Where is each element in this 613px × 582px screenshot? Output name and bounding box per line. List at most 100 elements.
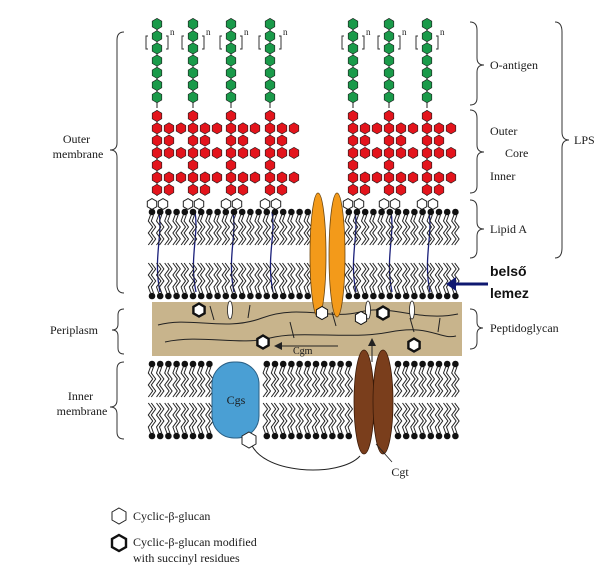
phospholipid bbox=[344, 360, 354, 398]
phospholipid bbox=[328, 402, 337, 440]
phospholipid bbox=[401, 262, 411, 300]
phospholipid bbox=[434, 402, 444, 440]
phospholipid bbox=[328, 360, 337, 398]
phospholipid bbox=[278, 208, 288, 246]
o-antigen-sugar bbox=[151, 66, 163, 79]
phospholipid bbox=[172, 360, 181, 398]
phospholipid bbox=[418, 360, 427, 398]
core-sugar bbox=[383, 146, 395, 159]
core-branch-sugar bbox=[288, 122, 300, 135]
core-sugar bbox=[151, 171, 163, 184]
o-antigen-sugar bbox=[187, 30, 199, 43]
core-sugar bbox=[383, 171, 395, 184]
cgt-label: Cgt bbox=[391, 465, 409, 479]
phospholipid bbox=[262, 360, 272, 398]
succinyl-glucan-icon bbox=[376, 305, 390, 321]
core-sugar bbox=[421, 134, 433, 147]
phospholipid bbox=[180, 208, 190, 246]
phospholipid bbox=[262, 262, 272, 300]
phospholipid bbox=[262, 208, 272, 246]
phospholipid bbox=[418, 402, 427, 440]
phospholipid bbox=[213, 262, 222, 300]
phospholipid bbox=[196, 208, 206, 246]
legend-item-cyclic-glucan: Cyclic-β-glucan bbox=[133, 509, 210, 523]
o-antigen-sugar bbox=[264, 54, 276, 67]
lipid-a-sugar bbox=[193, 198, 205, 210]
phospholipid bbox=[344, 208, 354, 246]
o-antigen-sugar bbox=[187, 54, 199, 67]
phospholipid bbox=[270, 402, 280, 440]
phospholipid bbox=[221, 262, 231, 300]
phospholipid bbox=[393, 402, 403, 440]
core-branch-sugar bbox=[445, 122, 457, 135]
core-branch-sugar bbox=[371, 146, 383, 159]
phospholipid bbox=[418, 208, 427, 246]
lipid-a-sugar bbox=[342, 198, 354, 210]
lps-molecule: n bbox=[258, 18, 300, 293]
phospholipid bbox=[180, 262, 190, 300]
phospholipid bbox=[451, 402, 460, 440]
core-branch-sugar bbox=[359, 146, 371, 159]
phospholipid bbox=[147, 360, 157, 398]
legend-succinyl-glucan-icon bbox=[110, 533, 128, 553]
phospholipid bbox=[287, 208, 296, 246]
phospholipid bbox=[270, 208, 280, 246]
core-branch-sugar bbox=[276, 146, 288, 159]
core-sugar bbox=[187, 134, 199, 147]
phospholipid bbox=[180, 360, 190, 398]
core-branch-sugar bbox=[199, 146, 211, 159]
core-branch-sugar bbox=[276, 183, 288, 196]
repeat-n-label: n bbox=[244, 27, 249, 37]
phospholipid bbox=[237, 208, 247, 246]
core-branch-sugar bbox=[276, 171, 288, 184]
phospholipid bbox=[229, 208, 239, 246]
core-sugar bbox=[151, 110, 163, 122]
phospholipid bbox=[393, 262, 403, 300]
phospholipid bbox=[442, 208, 452, 246]
phospholipid bbox=[319, 360, 329, 398]
phospholipid bbox=[434, 360, 444, 398]
core-branch-sugar bbox=[199, 183, 211, 196]
core-sugar bbox=[347, 171, 359, 184]
core-sugar bbox=[264, 159, 276, 172]
core-sugar bbox=[225, 183, 237, 196]
phospholipid bbox=[401, 402, 411, 440]
phospholipid bbox=[426, 262, 436, 300]
phospholipid bbox=[270, 360, 280, 398]
phospholipid bbox=[442, 402, 452, 440]
repeat-n-label: n bbox=[170, 27, 175, 37]
phospholipid bbox=[246, 208, 255, 246]
o-antigen-sugar bbox=[383, 91, 395, 104]
o-antigen-sugar bbox=[187, 66, 199, 79]
phospholipid bbox=[410, 402, 419, 440]
phospholipid bbox=[172, 262, 181, 300]
o-antigen-sugar bbox=[347, 91, 359, 104]
phospholipid bbox=[246, 262, 255, 300]
phospholipid bbox=[147, 402, 157, 440]
phospholipid bbox=[164, 262, 173, 300]
phospholipid bbox=[295, 262, 304, 300]
o-antigen-sugar bbox=[264, 18, 276, 30]
phospholipid bbox=[393, 208, 403, 246]
outer-core-label: Outer bbox=[490, 124, 517, 138]
core-sugar bbox=[347, 134, 359, 147]
phospholipid bbox=[295, 360, 304, 398]
o-antigen-sugar bbox=[225, 66, 237, 79]
peptidoglycan-crosslink bbox=[209, 304, 441, 339]
core-branch-sugar bbox=[199, 122, 211, 135]
o-antigen-sugar bbox=[187, 42, 199, 55]
core-branch-sugar bbox=[175, 171, 187, 184]
core-branch-sugar bbox=[249, 146, 261, 159]
phospholipid bbox=[401, 360, 411, 398]
o-antigen-sugar bbox=[421, 18, 433, 30]
succinyl-glucan-icon bbox=[256, 334, 270, 350]
core-branch-sugar bbox=[359, 122, 371, 135]
phospholipid bbox=[360, 262, 370, 300]
succinyl-glucan-icon bbox=[192, 302, 206, 318]
glucan-transport-path bbox=[249, 439, 361, 471]
outer-membrane-label: Outer membrane bbox=[53, 132, 104, 161]
phospholipid bbox=[205, 262, 214, 300]
phospholipid bbox=[295, 208, 304, 246]
core-branch-sugar bbox=[211, 146, 223, 159]
core-sugar bbox=[225, 122, 237, 135]
